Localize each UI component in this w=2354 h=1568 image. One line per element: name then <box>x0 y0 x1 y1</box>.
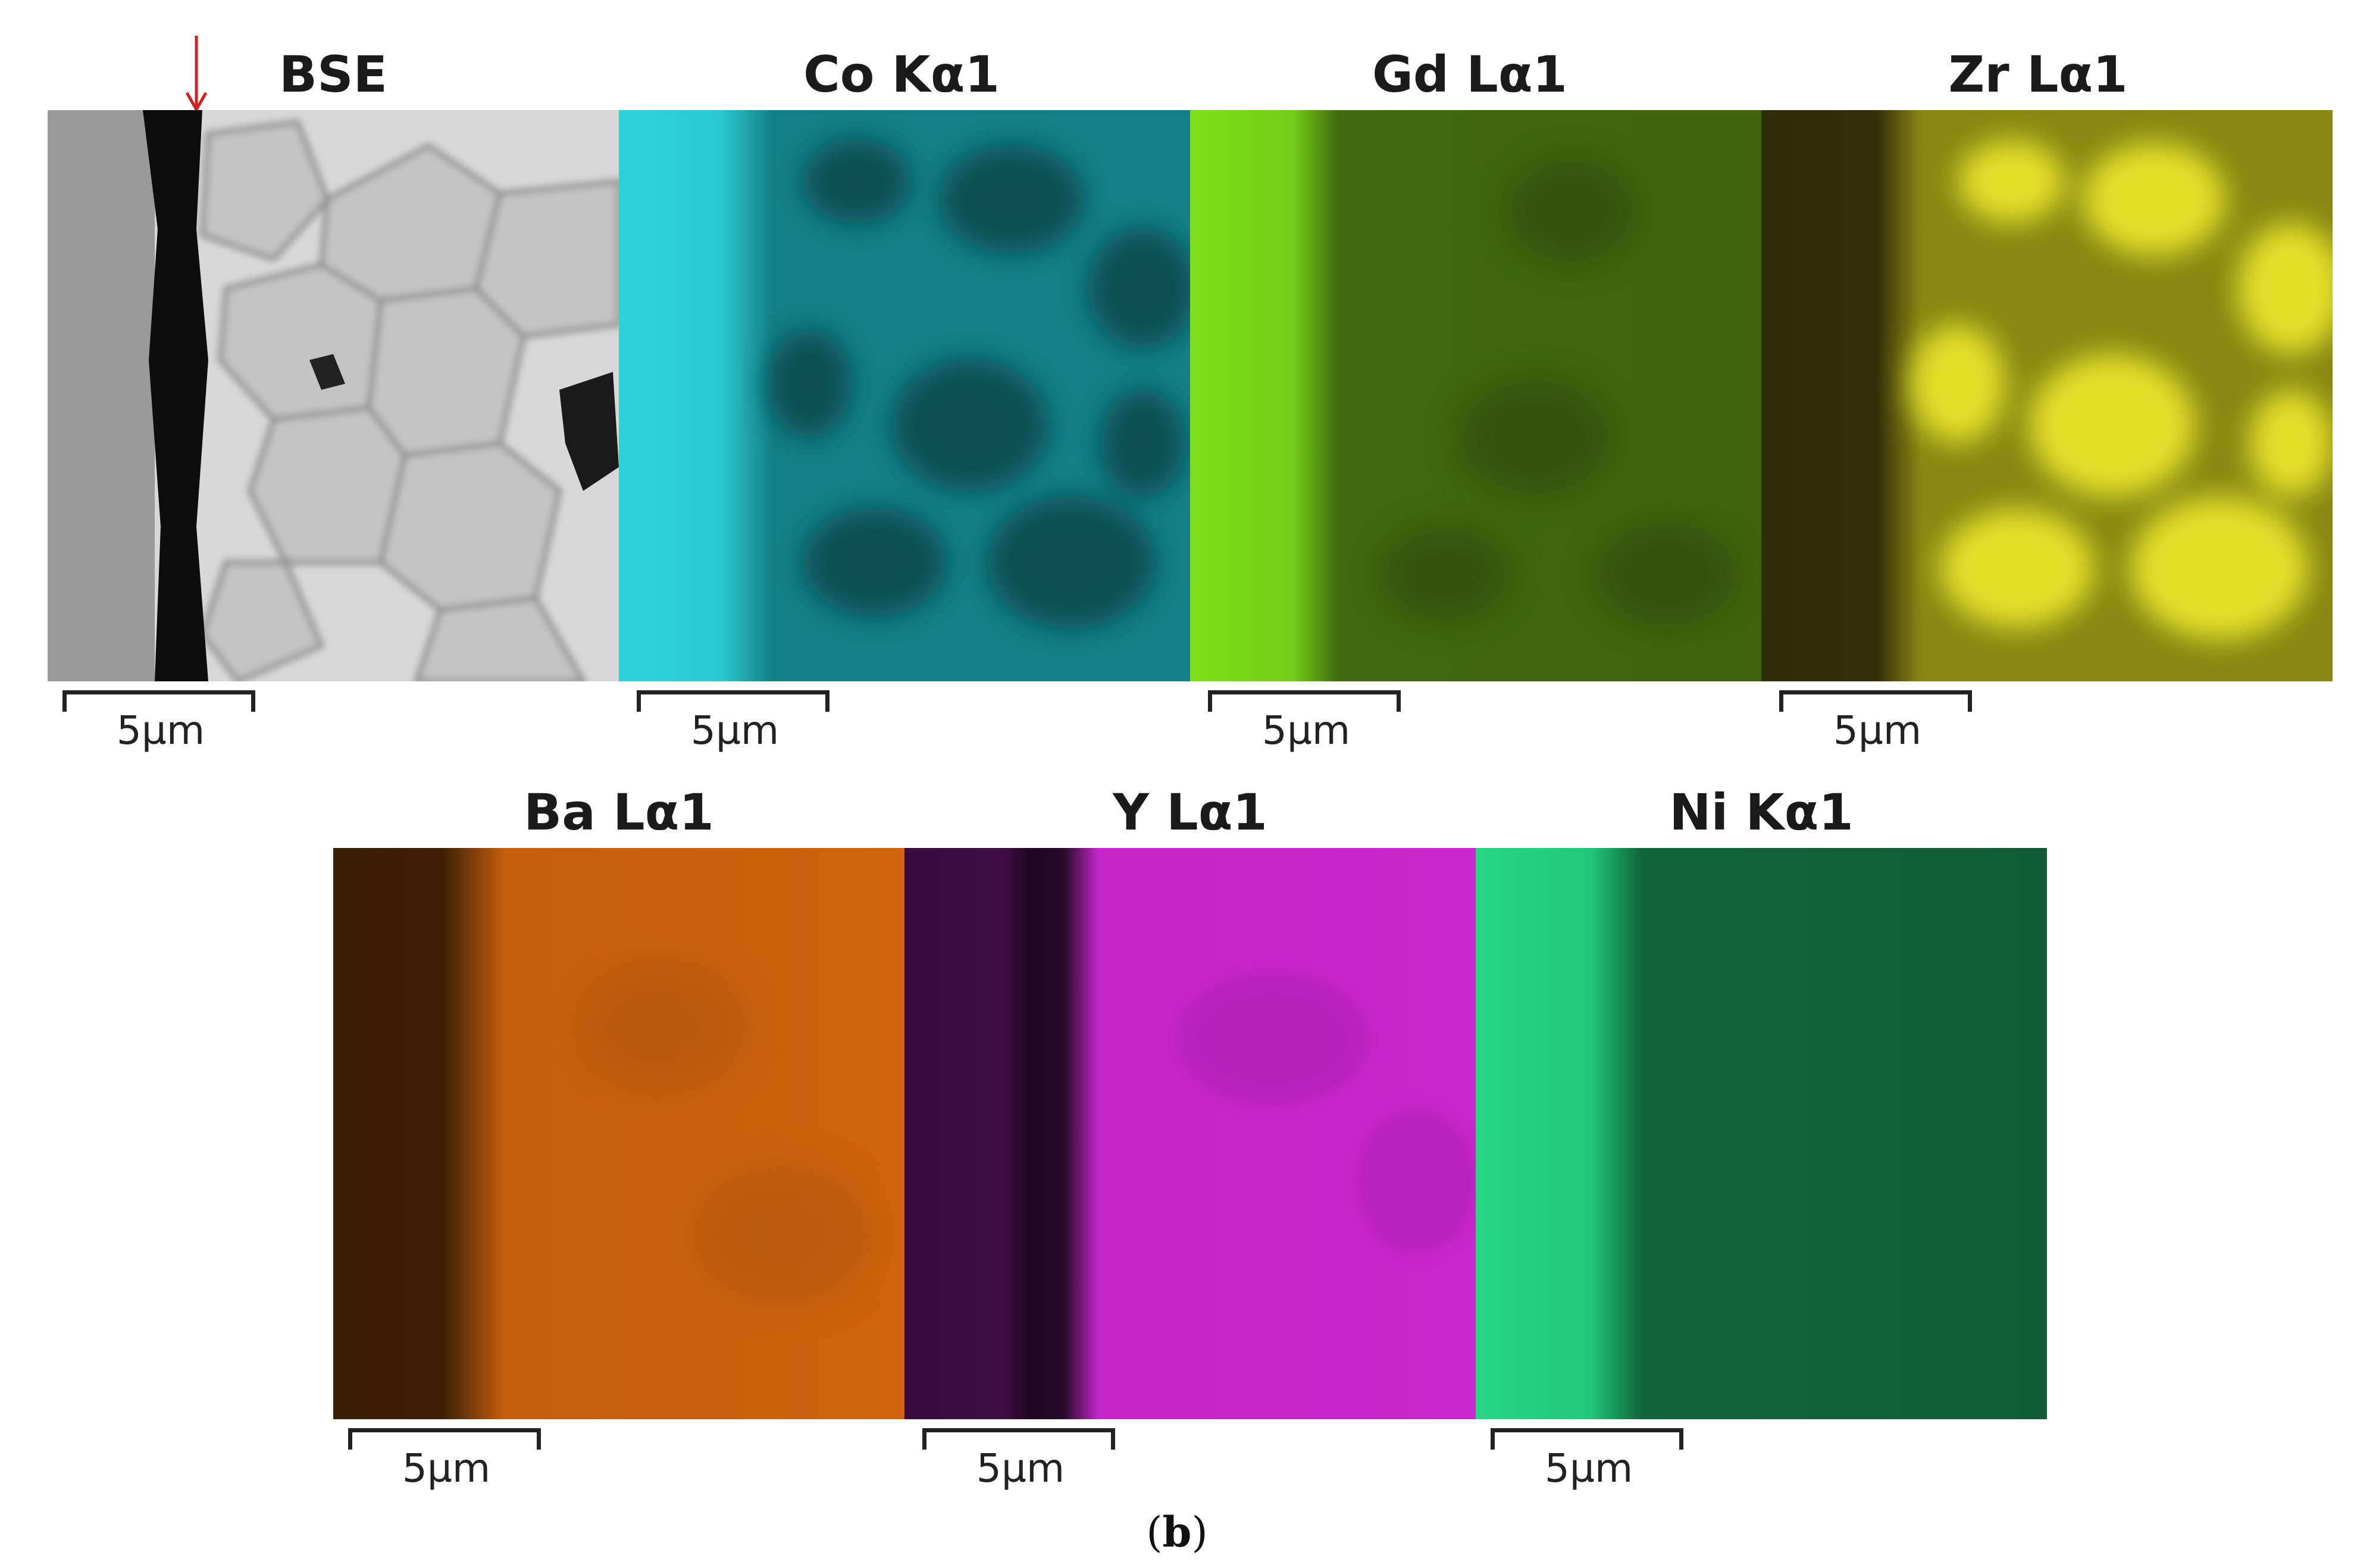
scale-bar-label: 5µm <box>690 708 780 753</box>
y-map <box>904 848 1476 1419</box>
scale-bar-y: 5µm <box>922 1428 1119 1500</box>
scale-bar-label: 5µm <box>116 708 205 753</box>
scale-bar-line <box>637 690 829 712</box>
panel-title-co: Co Kα1 <box>803 45 1000 104</box>
scale-bar-zr: 5µm <box>1779 690 1976 762</box>
down-arrow-icon <box>185 36 208 113</box>
caption-letter: b <box>1162 1507 1192 1557</box>
scale-bar-line <box>1208 690 1401 712</box>
ba-map <box>333 848 904 1419</box>
caption-open: ( <box>1146 1508 1163 1557</box>
scale-bar-ni: 5µm <box>1491 1428 1687 1500</box>
scale-bar-bse: 5µm <box>62 690 259 762</box>
scale-bar-label: 5µm <box>976 1445 1065 1491</box>
figure-caption: (b) <box>0 1507 2354 1557</box>
caption-close: ) <box>1191 1508 1208 1557</box>
panel-title-gd: Gd Lα1 <box>1372 45 1567 104</box>
scale-bar-label: 5µm <box>1833 708 1922 753</box>
scale-bar-line <box>922 1428 1115 1450</box>
ni-map <box>1476 848 2047 1419</box>
co-map <box>619 110 1190 681</box>
scale-bar-co: 5µm <box>637 690 833 762</box>
panel-title-ba: Ba Lα1 <box>524 783 714 841</box>
scale-bar-line <box>1491 1428 1683 1450</box>
panel-title-ni: Ni Kα1 <box>1669 783 1854 841</box>
scale-bar-ba: 5µm <box>348 1428 544 1500</box>
panel-title-bse: BSE <box>279 45 387 104</box>
panel-title-y: Y Lα1 <box>1113 783 1267 841</box>
scale-bar-gd: 5µm <box>1208 690 1404 762</box>
gd-map <box>1190 110 1761 681</box>
scale-bar-line <box>62 690 255 712</box>
scale-bar-label: 5µm <box>1544 1445 1633 1491</box>
scale-bar-label: 5µm <box>402 1445 491 1491</box>
scale-bar-line <box>348 1428 541 1450</box>
scale-bar-label: 5µm <box>1261 708 1351 753</box>
zr-map <box>1761 110 2333 681</box>
bse-map <box>48 110 619 681</box>
panel-title-zr: Zr Lα1 <box>1948 45 2128 104</box>
scale-bar-line <box>1779 690 1972 712</box>
